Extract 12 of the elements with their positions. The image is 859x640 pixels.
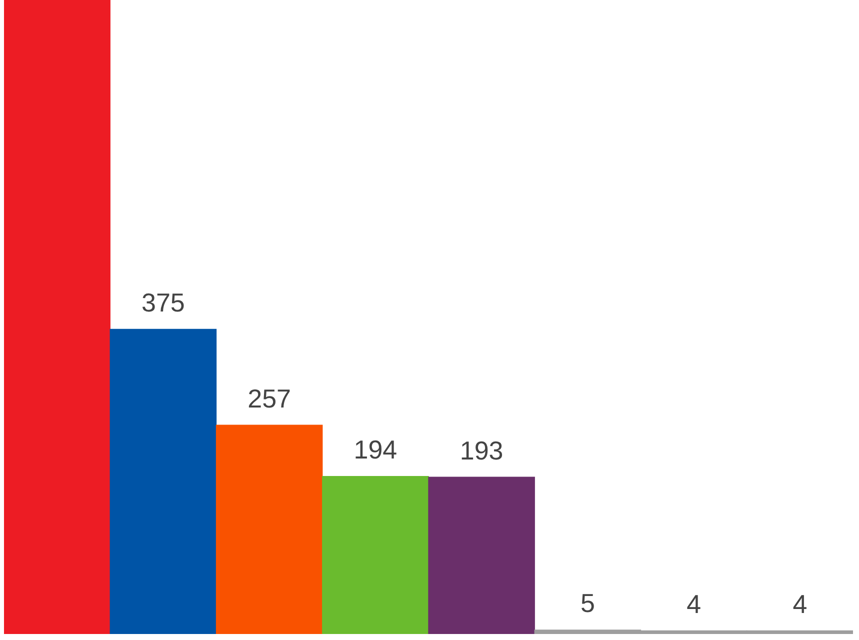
data-label: 4 bbox=[792, 588, 808, 619]
bar bbox=[428, 476, 535, 634]
bar bbox=[110, 328, 217, 634]
data-label: 257 bbox=[248, 383, 292, 414]
bar bbox=[322, 476, 429, 634]
data-label: 4 bbox=[686, 588, 702, 619]
data-label: 193 bbox=[460, 435, 504, 466]
data-label: 375 bbox=[141, 287, 185, 318]
data-label: 5 bbox=[580, 588, 595, 618]
bar bbox=[4, 0, 110, 634]
data-label: 194 bbox=[354, 434, 398, 464]
bar bbox=[216, 424, 323, 634]
